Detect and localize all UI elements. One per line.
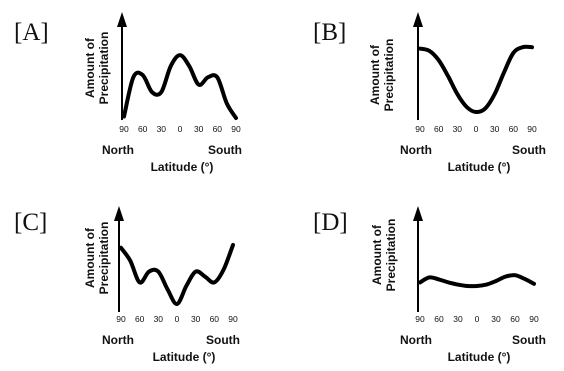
- x-tick-label: 0: [178, 124, 183, 134]
- x-tick-label: 30: [453, 314, 463, 324]
- x-end-label-north-c: North: [102, 333, 134, 347]
- x-tick-label: 60: [213, 124, 223, 134]
- y-axis-label-line2-a: Precipitation: [97, 32, 111, 105]
- x-tick-label: 0: [175, 314, 180, 324]
- panel-label-b: [B]: [313, 19, 346, 46]
- y-axis-label-line1-d: Amount of: [370, 224, 384, 285]
- panel-label-c: [C]: [14, 209, 47, 236]
- y-axis-arrow-icon-c: [114, 206, 124, 221]
- x-tick-label: 90: [228, 314, 238, 324]
- x-tick-label: 60: [138, 124, 148, 134]
- x-axis-label-a: Latitude (°): [151, 160, 214, 174]
- precipitation-curve-d: [418, 273, 536, 289]
- y-axis-arrow-icon-b: [413, 12, 423, 27]
- x-tick-label: 60: [434, 124, 444, 134]
- panel-d: [D] Amount of Precipitation 90 60 30 0 3…: [313, 206, 546, 364]
- x-tick-label: 60: [510, 314, 520, 324]
- x-axis-label-c: Latitude (°): [153, 350, 216, 364]
- x-tick-label: 90: [116, 314, 126, 324]
- x-axis-label-b: Latitude (°): [448, 160, 511, 174]
- precipitation-curve-c: [119, 243, 235, 306]
- x-end-label-north-a: North: [102, 143, 134, 157]
- x-end-label-south-c: South: [206, 333, 240, 347]
- x-tick-label: 60: [509, 124, 519, 134]
- x-end-label-south-d: South: [512, 333, 546, 347]
- x-tick-label: 0: [474, 124, 479, 134]
- x-tick-label: 60: [135, 314, 145, 324]
- x-tick-label: 30: [157, 124, 167, 134]
- panel-b: [B] Amount of Precipitation 90 60 30 0 3…: [313, 12, 546, 174]
- x-tick-labels-a: 90 60 30 0 30 60 90: [119, 124, 241, 134]
- x-tick-label: 30: [191, 314, 201, 324]
- x-axis-label-d: Latitude (°): [448, 350, 511, 364]
- x-tick-label: 90: [119, 124, 129, 134]
- y-axis-label-line2-d: Precipitation: [384, 219, 398, 292]
- x-tick-label: 90: [231, 124, 241, 134]
- x-tick-labels-b: 90 60 30 0 30 60 90: [415, 124, 537, 134]
- x-tick-label: 90: [529, 314, 539, 324]
- x-tick-label: 90: [527, 124, 537, 134]
- y-axis-arrow-icon-a: [117, 12, 127, 27]
- x-end-label-south-b: South: [512, 143, 546, 157]
- x-tick-label: 30: [154, 314, 164, 324]
- y-axis-label-line2-b: Precipitation: [382, 39, 396, 112]
- x-tick-label: 0: [475, 314, 480, 324]
- panel-a: [A] Amount of Precipitation 90 60 30 0 3…: [14, 12, 242, 174]
- x-tick-label: 60: [210, 314, 220, 324]
- panel-label-d: [D]: [313, 209, 348, 236]
- y-axis-label-line1-b: Amount of: [368, 44, 382, 105]
- panel-label-a: [A]: [14, 19, 49, 46]
- panel-c: [C] Amount of Precipitation 90 60 30 0 3…: [14, 206, 240, 364]
- x-end-label-north-d: North: [400, 333, 432, 347]
- x-tick-label: 60: [434, 314, 444, 324]
- y-axis-label-line1-c: Amount of: [83, 227, 97, 288]
- y-axis-arrow-icon-d: [413, 206, 423, 221]
- x-tick-label: 90: [415, 124, 425, 134]
- x-tick-label: 30: [194, 124, 204, 134]
- x-tick-label: 30: [491, 314, 501, 324]
- x-tick-label: 30: [453, 124, 463, 134]
- x-tick-labels-c: 90 60 30 0 30 60 90: [116, 314, 238, 324]
- y-axis-label-line2-c: Precipitation: [97, 222, 111, 295]
- x-tick-label: 30: [490, 124, 500, 134]
- x-tick-label: 90: [415, 314, 425, 324]
- y-axis-label-line1-a: Amount of: [83, 37, 97, 98]
- x-end-label-north-b: North: [400, 143, 432, 157]
- precipitation-curve-b: [418, 44, 534, 115]
- x-tick-labels-d: 90 60 30 0 30 60 90: [415, 314, 539, 324]
- x-end-label-south-a: South: [208, 143, 242, 157]
- precipitation-curve-a: [122, 53, 238, 120]
